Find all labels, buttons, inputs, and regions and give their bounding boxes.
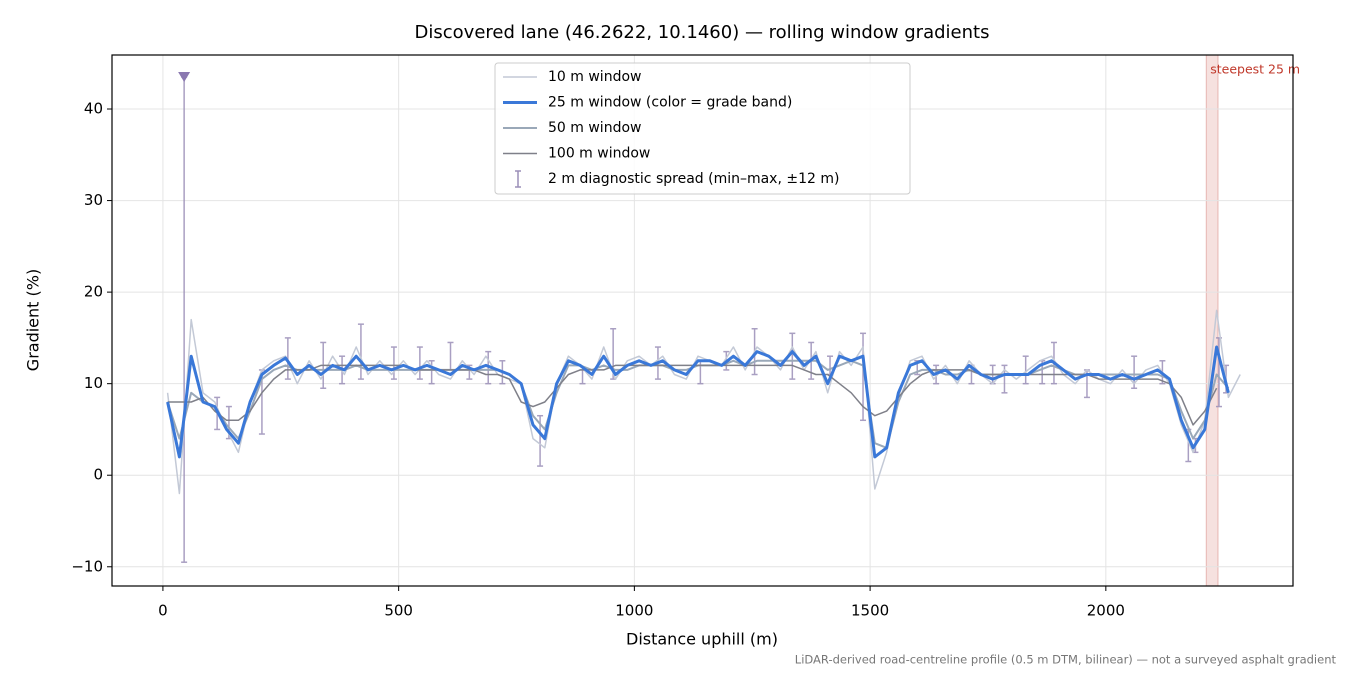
error-bar xyxy=(390,346,397,380)
y-axis-label: Gradient (%) xyxy=(24,269,43,371)
highlight-span xyxy=(1205,54,1219,587)
legend-label: 100 m window xyxy=(548,146,650,162)
error-bar xyxy=(579,369,586,385)
y-tick-label: 20 xyxy=(84,283,103,301)
peak-marker xyxy=(178,71,191,82)
error-bar xyxy=(789,332,796,380)
x-axis-label: Distance uphill (m) xyxy=(626,630,778,649)
error-bar xyxy=(284,337,291,380)
series-line xyxy=(166,309,1241,495)
x-tick-label: 1000 xyxy=(615,602,653,620)
y-tick-label: 0 xyxy=(93,466,103,484)
error-bar xyxy=(357,323,364,380)
legend-label: 50 m window xyxy=(548,120,641,136)
x-tick-label: 2000 xyxy=(1087,602,1125,620)
error-bar xyxy=(416,346,423,380)
error-bar xyxy=(181,76,188,563)
error-bar xyxy=(697,360,704,385)
series-line xyxy=(166,345,1230,459)
highlight-label: steepest 25 m xyxy=(1210,62,1300,77)
y-tick-label: 30 xyxy=(84,191,103,209)
plot-frame xyxy=(111,54,1294,587)
y-tick-label: 10 xyxy=(84,374,103,392)
series-line xyxy=(167,364,1218,426)
error-bar xyxy=(1022,355,1029,385)
legend-label: 10 m window xyxy=(548,69,641,85)
y-tick-label: −10 xyxy=(71,557,103,575)
legend-label: 2 m diagnostic spread (min–max, ±12 m) xyxy=(548,171,839,187)
y-tick-label: 40 xyxy=(84,100,103,118)
footnote: LiDAR-derived road-centreline profile (0… xyxy=(795,653,1337,667)
legend-label: 25 m window (color = grade band) xyxy=(548,95,792,111)
x-tick-label: 1500 xyxy=(851,602,889,620)
error-bar xyxy=(428,360,435,385)
error-bar xyxy=(447,341,454,371)
x-tick-label: 0 xyxy=(158,602,168,620)
x-tick-label: 500 xyxy=(384,602,413,620)
chart-title: Discovered lane (46.2622, 10.1460) — rol… xyxy=(415,22,990,43)
legend-box xyxy=(494,62,911,195)
